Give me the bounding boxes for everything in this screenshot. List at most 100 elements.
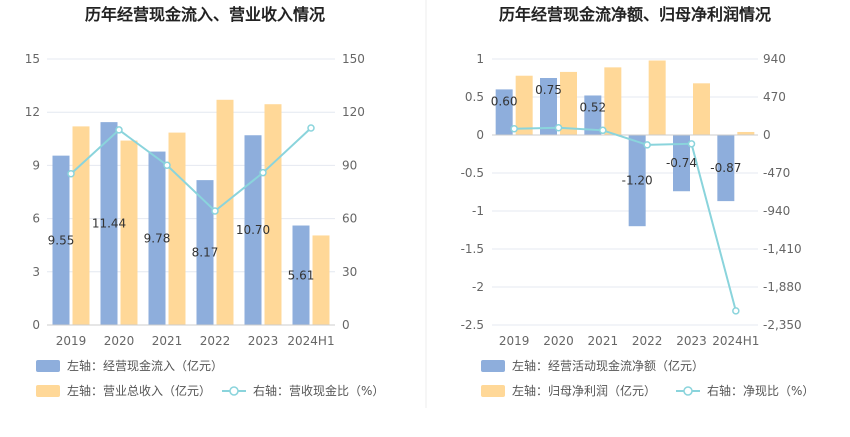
bar-primary [717, 135, 735, 202]
x-axis-tick: 2023 [676, 334, 707, 348]
right-axis-tick: -470 [763, 166, 790, 180]
bar-secondary [560, 71, 577, 135]
x-axis-tick: 2020 [104, 334, 135, 348]
bar-secondary [264, 104, 282, 325]
chart-title: 历年经营现金流净额、归母净利润情况 [499, 5, 771, 24]
legend-label: 左轴：经营活动现金流净额（亿元） [512, 358, 704, 373]
right-axis-tick: 0 [342, 318, 350, 332]
bar-data-label: 11.44 [92, 217, 126, 231]
left-axis-tick: -2.5 [461, 318, 484, 332]
ratio-point [211, 207, 219, 215]
left-axis-tick: 6 [32, 212, 40, 226]
bar-data-label: 0.75 [535, 83, 562, 97]
x-axis-tick: 2024H1 [712, 334, 759, 348]
legend-swatch [481, 385, 505, 397]
bar-secondary [693, 83, 710, 135]
chart-netcash-profit: 历年经营现金流净额、归母净利润情况 -2.5 -2 -1.5 -1 -0.5 0 0.5 1 -2… [461, 5, 815, 398]
left-axis-tick: -2 [472, 280, 484, 294]
ratio-line [70, 127, 312, 213]
ratio-line [514, 126, 737, 312]
ratio-point [115, 126, 123, 134]
bar-secondary [168, 132, 186, 325]
bar-secondary [312, 235, 330, 325]
bar-data-label: 0.60 [491, 94, 518, 108]
x-axis-tick: 2023 [248, 334, 279, 348]
bar-primary [292, 225, 310, 325]
left-axis-tick: 15 [25, 52, 40, 66]
bar-data-label: -0.74 [666, 156, 697, 170]
bar-primary [196, 180, 214, 325]
x-axis-tick: 2021 [588, 334, 619, 348]
right-axis-tick: -2,350 [763, 318, 802, 332]
left-axis-tick: -0.5 [461, 166, 484, 180]
right-axis-tick: 60 [342, 212, 357, 226]
legend-swatch [481, 360, 505, 372]
chart-cashflow-revenue: 历年经营现金流入、营业收入情况0369121503060901201502019… [25, 5, 385, 398]
right-axis-tick: 0 [763, 128, 771, 142]
left-axis-tick: 3 [32, 265, 40, 279]
x-axis-tick: 2020 [543, 334, 574, 348]
ratio-point [67, 169, 75, 178]
legend-marker-icon [683, 386, 693, 396]
bar-secondary [72, 126, 90, 326]
ratio-point [643, 141, 651, 149]
bar-secondary [737, 131, 755, 135]
x-axis-tick: 2019 [499, 334, 530, 348]
bar-primary [100, 122, 118, 325]
bar-primary [584, 95, 602, 135]
bar-data-label: 8.17 [192, 246, 219, 260]
right-axis-tick: 470 [763, 90, 786, 104]
bar-primary [673, 135, 690, 192]
x-axis-tick: 2024H1 [287, 334, 334, 348]
bar-secondary [604, 67, 622, 135]
chart-title: 历年经营现金流入、营业收入情况 [85, 5, 325, 24]
ratio-point [163, 161, 171, 169]
x-axis-tick: 2022 [200, 334, 231, 348]
right-axis-tick: -940 [763, 204, 790, 218]
legend-swatch [36, 385, 60, 397]
legend-label: 右轴：净现比（%） [707, 383, 814, 398]
left-axis-tick: 0 [32, 318, 40, 332]
bar-secondary [216, 99, 234, 325]
legend-label: 右轴：营收现金比（%） [253, 383, 384, 398]
right-axis-tick: -1,410 [763, 242, 802, 256]
left-axis-tick: 0 [476, 128, 484, 142]
ratio-point [307, 124, 315, 132]
x-axis-tick: 2022 [632, 334, 663, 348]
right-axis-tick: 940 [763, 52, 786, 66]
bar-data-label: 10.70 [236, 223, 270, 237]
ratio-point [687, 140, 696, 148]
bar-data-label: -0.87 [710, 161, 741, 175]
ratio-point [259, 168, 267, 177]
bar-primary [495, 89, 513, 135]
right-axis-tick: 120 [342, 105, 365, 119]
bar-primary [52, 155, 70, 325]
ratio-point [510, 125, 518, 133]
left-axis-tick: 12 [25, 105, 40, 119]
x-axis-tick: 2019 [56, 334, 87, 348]
legend-label: 左轴：营业总收入（亿元） [67, 383, 211, 398]
legend-marker-icon [229, 386, 239, 396]
right-axis-tick: -1,880 [763, 280, 802, 294]
bar-primary [148, 151, 166, 325]
left-axis-tick: -1.5 [461, 242, 484, 256]
left-axis-tick: 9 [32, 158, 40, 172]
legend-swatch [36, 360, 60, 372]
bar-data-label: 9.78 [144, 231, 171, 245]
right-axis-tick: 150 [342, 52, 365, 66]
bar-secondary [648, 60, 666, 135]
right-axis-tick: 30 [342, 265, 357, 279]
bar-primary [540, 78, 557, 135]
bar-secondary [120, 140, 138, 325]
left-axis-tick: 0.5 [465, 90, 484, 104]
bar-data-label: 0.52 [579, 100, 606, 114]
ratio-point [599, 126, 607, 135]
ratio-point [732, 307, 740, 315]
ratio-point [554, 123, 563, 132]
bar-data-label: -1.20 [622, 174, 653, 188]
x-axis-tick: 2021 [152, 334, 183, 348]
legend-label: 左轴：经营现金流入（亿元） [67, 358, 223, 373]
left-axis-tick: 1 [476, 52, 484, 66]
right-axis-tick: 90 [342, 158, 357, 172]
